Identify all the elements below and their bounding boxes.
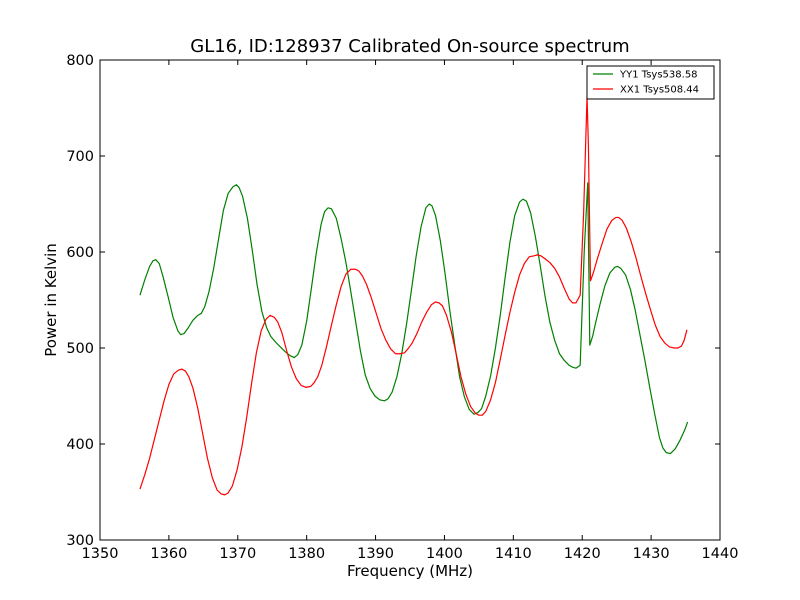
y-tick-label: 700: [66, 149, 94, 165]
x-tick-label: 1410: [495, 546, 532, 562]
legend-box: [586, 65, 715, 100]
x-ticks: 1350 1360 1370 1380 1390 1400 1410 1420 1430 1440: [82, 60, 739, 562]
x-tick-label: 1400: [426, 546, 463, 562]
x-tick-label: 1440: [702, 546, 739, 562]
x-tick-label: 1390: [357, 546, 394, 562]
y-tick-label: 500: [66, 341, 94, 357]
series-line-yy1: [139, 182, 689, 455]
y-tick-label: 300: [66, 533, 94, 549]
series-line-xx1: [139, 95, 688, 496]
x-tick-label: 1370: [219, 546, 256, 562]
y-axis-label: Power in Kelvin: [42, 243, 60, 357]
series-layer: [139, 95, 689, 496]
x-tick-label: 1360: [150, 546, 187, 562]
y-tick-label: 600: [66, 245, 94, 261]
chart-title: GL16, ID:128937 Calibrated On-source spe…: [190, 36, 629, 57]
legend-label-yy1: YY1 Tsys538.58: [619, 70, 698, 81]
x-tick-label: 1430: [633, 546, 670, 562]
x-tick-label: 1380: [288, 546, 325, 562]
y-tick-label: 400: [66, 437, 94, 453]
y-tick-label: 800: [66, 53, 94, 69]
x-tick-label: 1420: [564, 546, 601, 562]
x-tick-label: 1350: [82, 546, 119, 562]
x-axis-label: Frequency (MHz): [347, 562, 473, 580]
legend: YY1 Tsys538.58 XX1 Tsys508.44: [586, 65, 715, 100]
plot-frame: [99, 59, 721, 541]
y-ticks: 300 400 500 600 700 800: [66, 53, 720, 549]
legend-label-xx1: XX1 Tsys508.44: [620, 85, 699, 96]
